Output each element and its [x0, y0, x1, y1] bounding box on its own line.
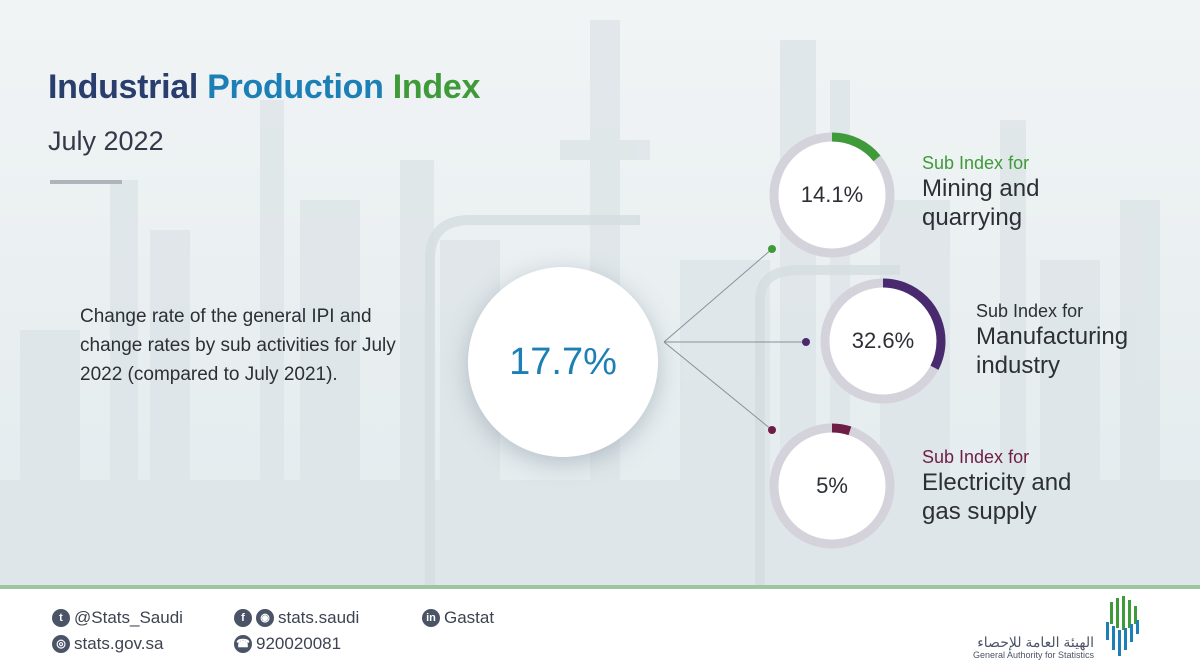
website-link[interactable]: ◎ stats.gov.sa: [52, 634, 163, 654]
sub-index-manufacturing: Sub Index for Manufacturing industry: [976, 300, 1128, 380]
twitter-icon: t: [52, 609, 70, 627]
sub-index-mining: Sub Index for Mining and quarrying: [922, 152, 1039, 232]
manufacturing-value: 32.6%: [851, 328, 915, 353]
report-date: July 2022: [48, 126, 164, 156]
footer: [0, 585, 1200, 672]
sub-index-name-line1: Electricity and: [922, 469, 1072, 496]
connector-line-electricity: [663, 341, 773, 431]
instagram-icon: ◉: [256, 609, 274, 627]
ring-arc-mining: [769, 132, 895, 258]
connector-dot-electricity: [768, 426, 776, 434]
sub-index-label: Sub Index for: [976, 301, 1084, 321]
twitter-handle: @Stats_Saudi: [74, 608, 183, 627]
title-part-production: Production: [207, 68, 393, 106]
connector-lines: [663, 245, 810, 434]
ring-electricity: 5%: [767, 421, 897, 551]
ring-manufacturing: 32.6%: [818, 276, 948, 406]
twitter-link[interactable]: t @Stats_Saudi: [52, 608, 183, 628]
org-name-english: General Authority for Statistics: [972, 650, 1094, 660]
description-text: Change rate of the general IPI and chang…: [80, 306, 396, 385]
sub-index-label: Sub Index for: [922, 447, 1030, 467]
mining-value: 14.1%: [800, 182, 864, 207]
phone-number: 920020081: [256, 634, 342, 653]
footer-divider: [0, 585, 1200, 589]
globe-icon: ◎: [52, 635, 70, 653]
ring-arc-electricity: [769, 423, 895, 549]
page-title: Industrial Production Index: [48, 68, 480, 107]
connector-dot-mining: [768, 245, 776, 253]
title-part-index: Index: [392, 68, 481, 106]
linkedin-icon: in: [422, 609, 440, 627]
phone-link[interactable]: ☎ 920020081: [234, 634, 341, 654]
org-name-arabic: الهيئة العامة للإحصاء: [977, 634, 1094, 650]
general-ipi-circle: 17.7%: [468, 267, 658, 457]
linkedin-link[interactable]: in Gastat: [422, 608, 494, 628]
connector-line-mining: [663, 248, 773, 343]
title-divider: [50, 180, 122, 184]
gastat-logo-mark: [1106, 596, 1139, 656]
sub-index-name-line2: quarrying: [922, 204, 1023, 231]
linkedin-handle: Gastat: [444, 608, 495, 627]
general-ipi-value: 17.7%: [509, 341, 617, 383]
sub-index-name-line1: Manufacturing: [976, 323, 1129, 350]
sub-index-electricity: Sub Index for Electricity and gas supply: [922, 446, 1071, 526]
ring-arc-manufacturing: [820, 278, 946, 404]
social-handle: stats.saudi: [278, 608, 360, 627]
sub-index-name-line2: gas supply: [922, 498, 1037, 525]
sub-index-name-line2: industry: [976, 352, 1061, 379]
ring-mining: 14.1%: [767, 130, 897, 260]
facebook-icon: f: [234, 609, 252, 627]
electricity-value: 5%: [816, 473, 848, 498]
social-link[interactable]: f ◉ stats.saudi: [234, 608, 359, 628]
phone-icon: ☎: [234, 635, 252, 653]
title-part-industrial: Industrial: [48, 68, 208, 106]
connector-dot-manufacturing: [802, 338, 810, 346]
sub-index-name-line1: Mining and: [922, 175, 1040, 202]
sub-index-label: Sub Index for: [922, 153, 1030, 173]
website-url: stats.gov.sa: [74, 634, 164, 653]
